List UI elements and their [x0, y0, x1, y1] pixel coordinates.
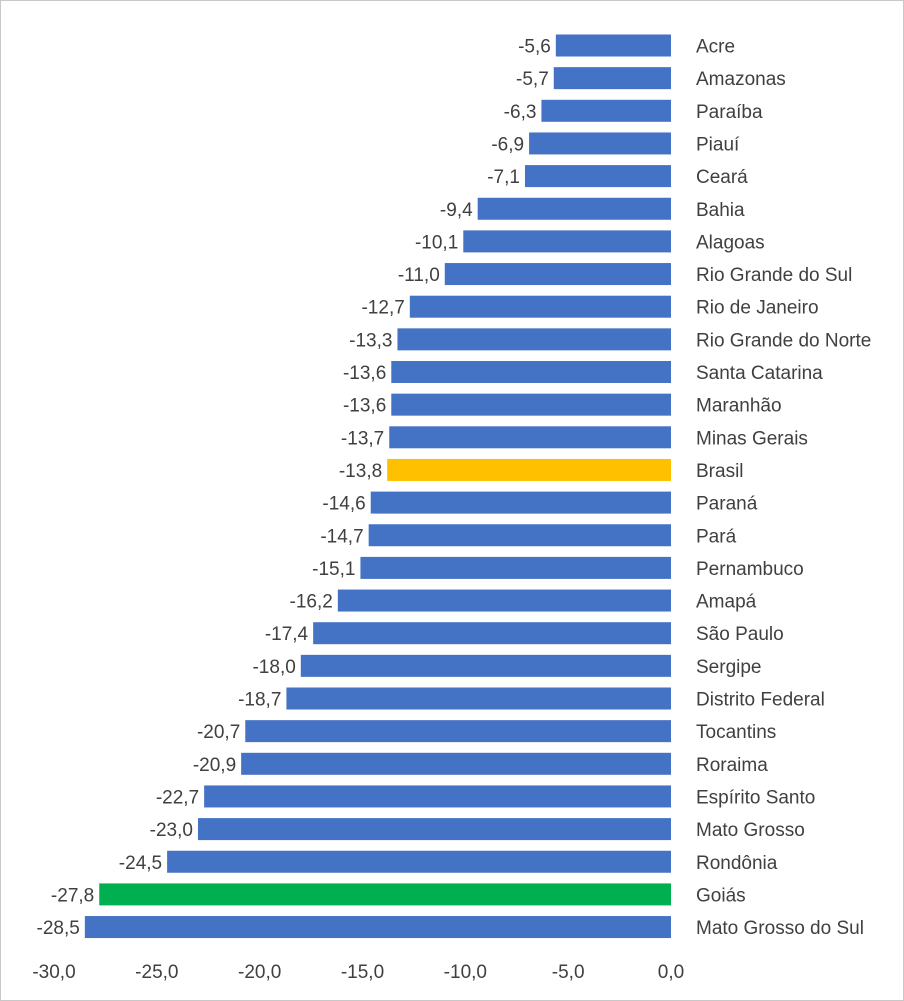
bar-sergipe: [300, 654, 671, 677]
category-label-para: Pará: [696, 526, 737, 547]
category-label-bahia: Bahia: [696, 200, 745, 221]
bar-amazonas: [553, 67, 671, 90]
category-label-ceara: Ceará: [696, 167, 748, 188]
data-label-brasil: -13,8: [339, 461, 382, 482]
bar-mato-grosso-do-sul: [84, 916, 672, 939]
category-label-mato-grosso-do-sul: Mato Grosso do Sul: [696, 918, 864, 939]
category-label-rio-grande-do-norte: Rio Grande do Norte: [696, 330, 871, 351]
category-label-sao-paulo: São Paulo: [696, 624, 784, 645]
x-tick-label: -25,0: [135, 962, 178, 983]
category-label-rondonia: Rondônia: [696, 853, 778, 874]
category-label-brasil: Brasil: [696, 461, 744, 482]
data-label-acre: -5,6: [518, 37, 551, 58]
data-label-tocantins: -20,7: [197, 722, 240, 743]
category-label-goias: Goiás: [696, 885, 746, 906]
data-label-para: -14,7: [320, 526, 363, 547]
data-label-mato-grosso: -23,0: [150, 820, 193, 841]
bar-mato-grosso: [197, 818, 671, 841]
data-label-sergipe: -18,0: [252, 657, 295, 678]
data-label-pernambuco: -15,1: [312, 559, 355, 580]
bar-paraiba: [541, 99, 671, 122]
category-label-espirito-santo: Espírito Santo: [696, 787, 815, 808]
bar-rio-de-janeiro: [409, 295, 671, 318]
data-label-distrito-federal: -18,7: [238, 690, 281, 711]
data-label-maranhao: -13,6: [343, 396, 386, 417]
bar-para: [368, 524, 671, 547]
category-label-rio-de-janeiro: Rio de Janeiro: [696, 298, 819, 319]
bar-roraima: [241, 752, 671, 775]
data-label-rondonia: -24,5: [119, 853, 162, 874]
x-tick-label: -5,0: [552, 962, 585, 983]
bar-distrito-federal: [286, 687, 671, 710]
x-axis-ticks-group: -30,0 -25,0 -20,0 -15,0 -10,0 -5,0 0,0: [32, 962, 684, 983]
x-tick-label: -30,0: [32, 962, 75, 983]
bar-tocantins: [245, 720, 671, 743]
data-label-alagoas: -10,1: [415, 232, 458, 253]
bar-alagoas: [463, 230, 671, 253]
category-label-mato-grosso: Mato Grosso: [696, 820, 805, 841]
data-label-santa-catarina: -13,6: [343, 363, 386, 384]
bar-acre: [555, 34, 671, 57]
data-label-mato-grosso-do-sul: -28,5: [37, 918, 80, 939]
data-label-rio-de-janeiro: -12,7: [361, 298, 404, 319]
category-label-amapa: Amapá: [696, 592, 757, 613]
bar-santa-catarina: [391, 361, 671, 383]
data-label-piaui: -6,9: [491, 134, 524, 155]
data-label-rio-grande-do-sul: -11,0: [398, 265, 440, 286]
category-label-acre: Acre: [696, 37, 735, 58]
category-label-sergipe: Sergipe: [696, 657, 762, 678]
x-tick-label: -10,0: [444, 962, 487, 983]
x-tick-label: 0,0: [658, 962, 684, 983]
category-label-tocantins: Tocantins: [696, 722, 776, 743]
bar-bahia: [477, 197, 671, 220]
category-label-amazonas: Amazonas: [696, 69, 786, 90]
data-label-rio-grande-do-norte: -13,3: [349, 330, 392, 351]
category-label-rio-grande-do-sul: Rio Grande do Sul: [696, 265, 852, 286]
bar-brasil: [387, 458, 671, 481]
category-labels-group: Acre Amazonas Paraíba Piauí Ceará Bahia Alagoa…: [696, 37, 871, 940]
category-label-maranhao: Maranhão: [696, 396, 782, 417]
bar-ceara: [524, 165, 671, 188]
category-label-paraiba: Paraíba: [696, 102, 763, 123]
bar-maranhao: [391, 393, 671, 416]
bar-amapa: [337, 589, 671, 612]
data-label-goias: -27,8: [51, 885, 94, 906]
bar-sao-paulo: [313, 622, 671, 645]
category-label-piaui: Piauí: [696, 134, 740, 155]
category-label-pernambuco: Pernambuco: [696, 559, 804, 580]
data-label-amazonas: -5,7: [516, 69, 549, 90]
data-label-parana: -14,6: [322, 494, 365, 515]
bar-espirito-santo: [204, 785, 672, 808]
bars-group: [84, 34, 672, 939]
bar-minas-gerais: [389, 426, 671, 449]
bar-goias: [99, 883, 672, 906]
data-label-ceara: -7,1: [487, 167, 520, 188]
category-label-alagoas: Alagoas: [696, 232, 765, 253]
data-label-roraima: -20,9: [193, 755, 236, 776]
data-label-sao-paulo: -17,4: [265, 624, 309, 645]
data-label-espirito-santo: -22,7: [156, 787, 199, 808]
data-label-amapa: -16,2: [290, 592, 333, 613]
category-label-distrito-federal: Distrito Federal: [696, 690, 825, 711]
bar-piaui: [529, 132, 671, 155]
category-label-parana: Paraná: [696, 494, 758, 515]
data-label-paraiba: -6,3: [504, 102, 537, 123]
bar-parana: [370, 491, 671, 514]
data-label-minas-gerais: -13,7: [341, 428, 384, 449]
value-labels-group: -5,6 -5,7 -6,3 -6,9 -7,1 -9,4 -10,1 -11,0 -12,7 -…: [37, 37, 551, 940]
x-tick-label: -15,0: [341, 962, 384, 983]
category-label-santa-catarina: Santa Catarina: [696, 363, 823, 384]
bar-rondonia: [167, 850, 671, 873]
bar-rio-grande-do-sul: [444, 263, 671, 286]
category-label-roraima: Roraima: [696, 755, 768, 776]
data-label-bahia: -9,4: [440, 200, 473, 221]
x-tick-label: -20,0: [238, 962, 281, 983]
bar-pernambuco: [360, 556, 671, 579]
bar-rio-grande-do-norte: [397, 328, 671, 351]
category-label-minas-gerais: Minas Gerais: [696, 428, 808, 449]
